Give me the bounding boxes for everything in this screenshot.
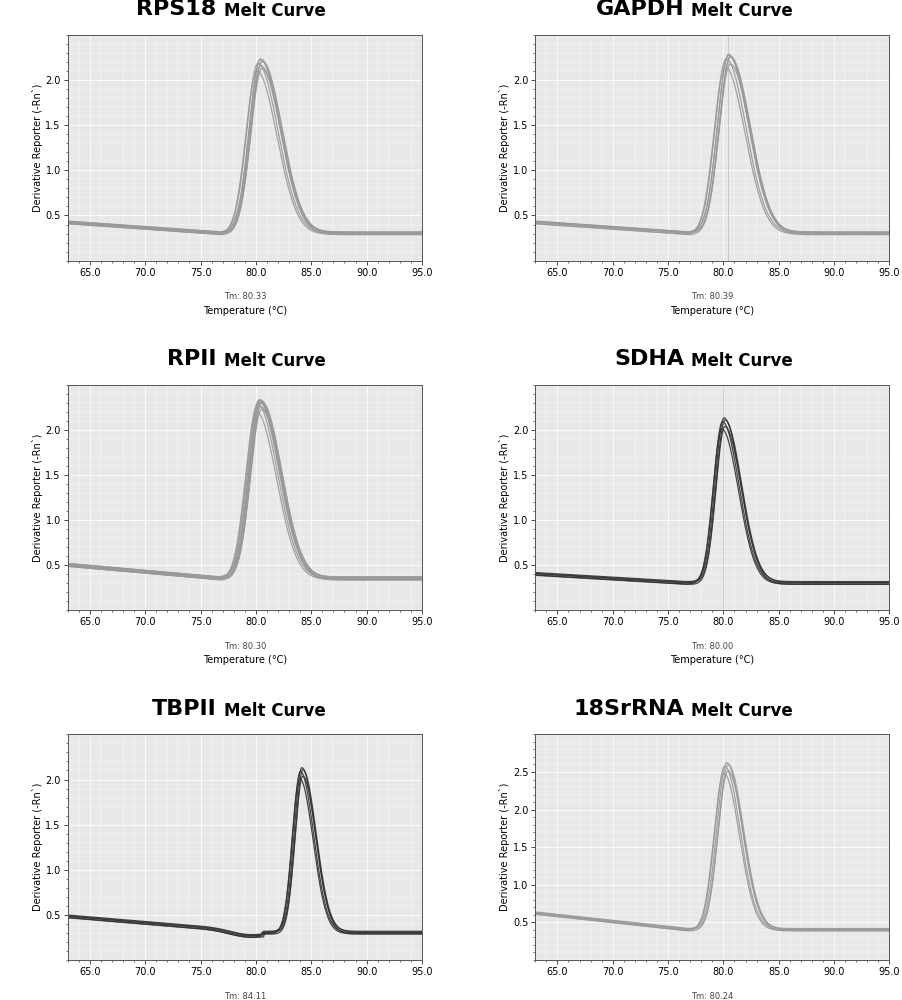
Text: RPII: RPII <box>167 349 216 369</box>
Text: Temperature (°C): Temperature (°C) <box>203 306 287 316</box>
Text: Melt Curve: Melt Curve <box>224 352 325 370</box>
Text: RPS18: RPS18 <box>136 0 216 19</box>
Text: Melt Curve: Melt Curve <box>224 2 325 20</box>
Text: Tm: 80.33: Tm: 80.33 <box>224 292 266 301</box>
Y-axis label: Derivative Reporter (-Rn`): Derivative Reporter (-Rn`) <box>499 84 510 212</box>
Text: TBPII: TBPII <box>152 699 216 719</box>
Y-axis label: Derivative Reporter (-Rn`): Derivative Reporter (-Rn`) <box>499 783 510 911</box>
Text: Tm: 84.11: Tm: 84.11 <box>224 992 266 1000</box>
Y-axis label: Derivative Reporter (-Rn`): Derivative Reporter (-Rn`) <box>499 433 510 562</box>
Text: SDHA: SDHA <box>613 349 684 369</box>
Text: Temperature (°C): Temperature (°C) <box>203 655 287 665</box>
Text: Melt Curve: Melt Curve <box>224 702 325 720</box>
Text: Temperature (°C): Temperature (°C) <box>669 655 753 665</box>
Y-axis label: Derivative Reporter (-Rn`): Derivative Reporter (-Rn`) <box>32 433 42 562</box>
Text: Melt Curve: Melt Curve <box>690 2 792 20</box>
Text: Temperature (°C): Temperature (°C) <box>669 306 753 316</box>
Text: Tm: 80.24: Tm: 80.24 <box>690 992 732 1000</box>
Text: Tm: 80.00: Tm: 80.00 <box>690 642 732 651</box>
Text: Melt Curve: Melt Curve <box>690 352 792 370</box>
Text: 18SrRNA: 18SrRNA <box>573 699 684 719</box>
Text: Melt Curve: Melt Curve <box>690 702 792 720</box>
Text: Tm: 80.30: Tm: 80.30 <box>224 642 266 651</box>
Text: GAPDH: GAPDH <box>594 0 684 19</box>
Y-axis label: Derivative Reporter (-Rn`): Derivative Reporter (-Rn`) <box>32 84 42 212</box>
Text: Tm: 80.39: Tm: 80.39 <box>690 292 732 301</box>
Y-axis label: Derivative Reporter (-Rn`): Derivative Reporter (-Rn`) <box>32 783 42 911</box>
